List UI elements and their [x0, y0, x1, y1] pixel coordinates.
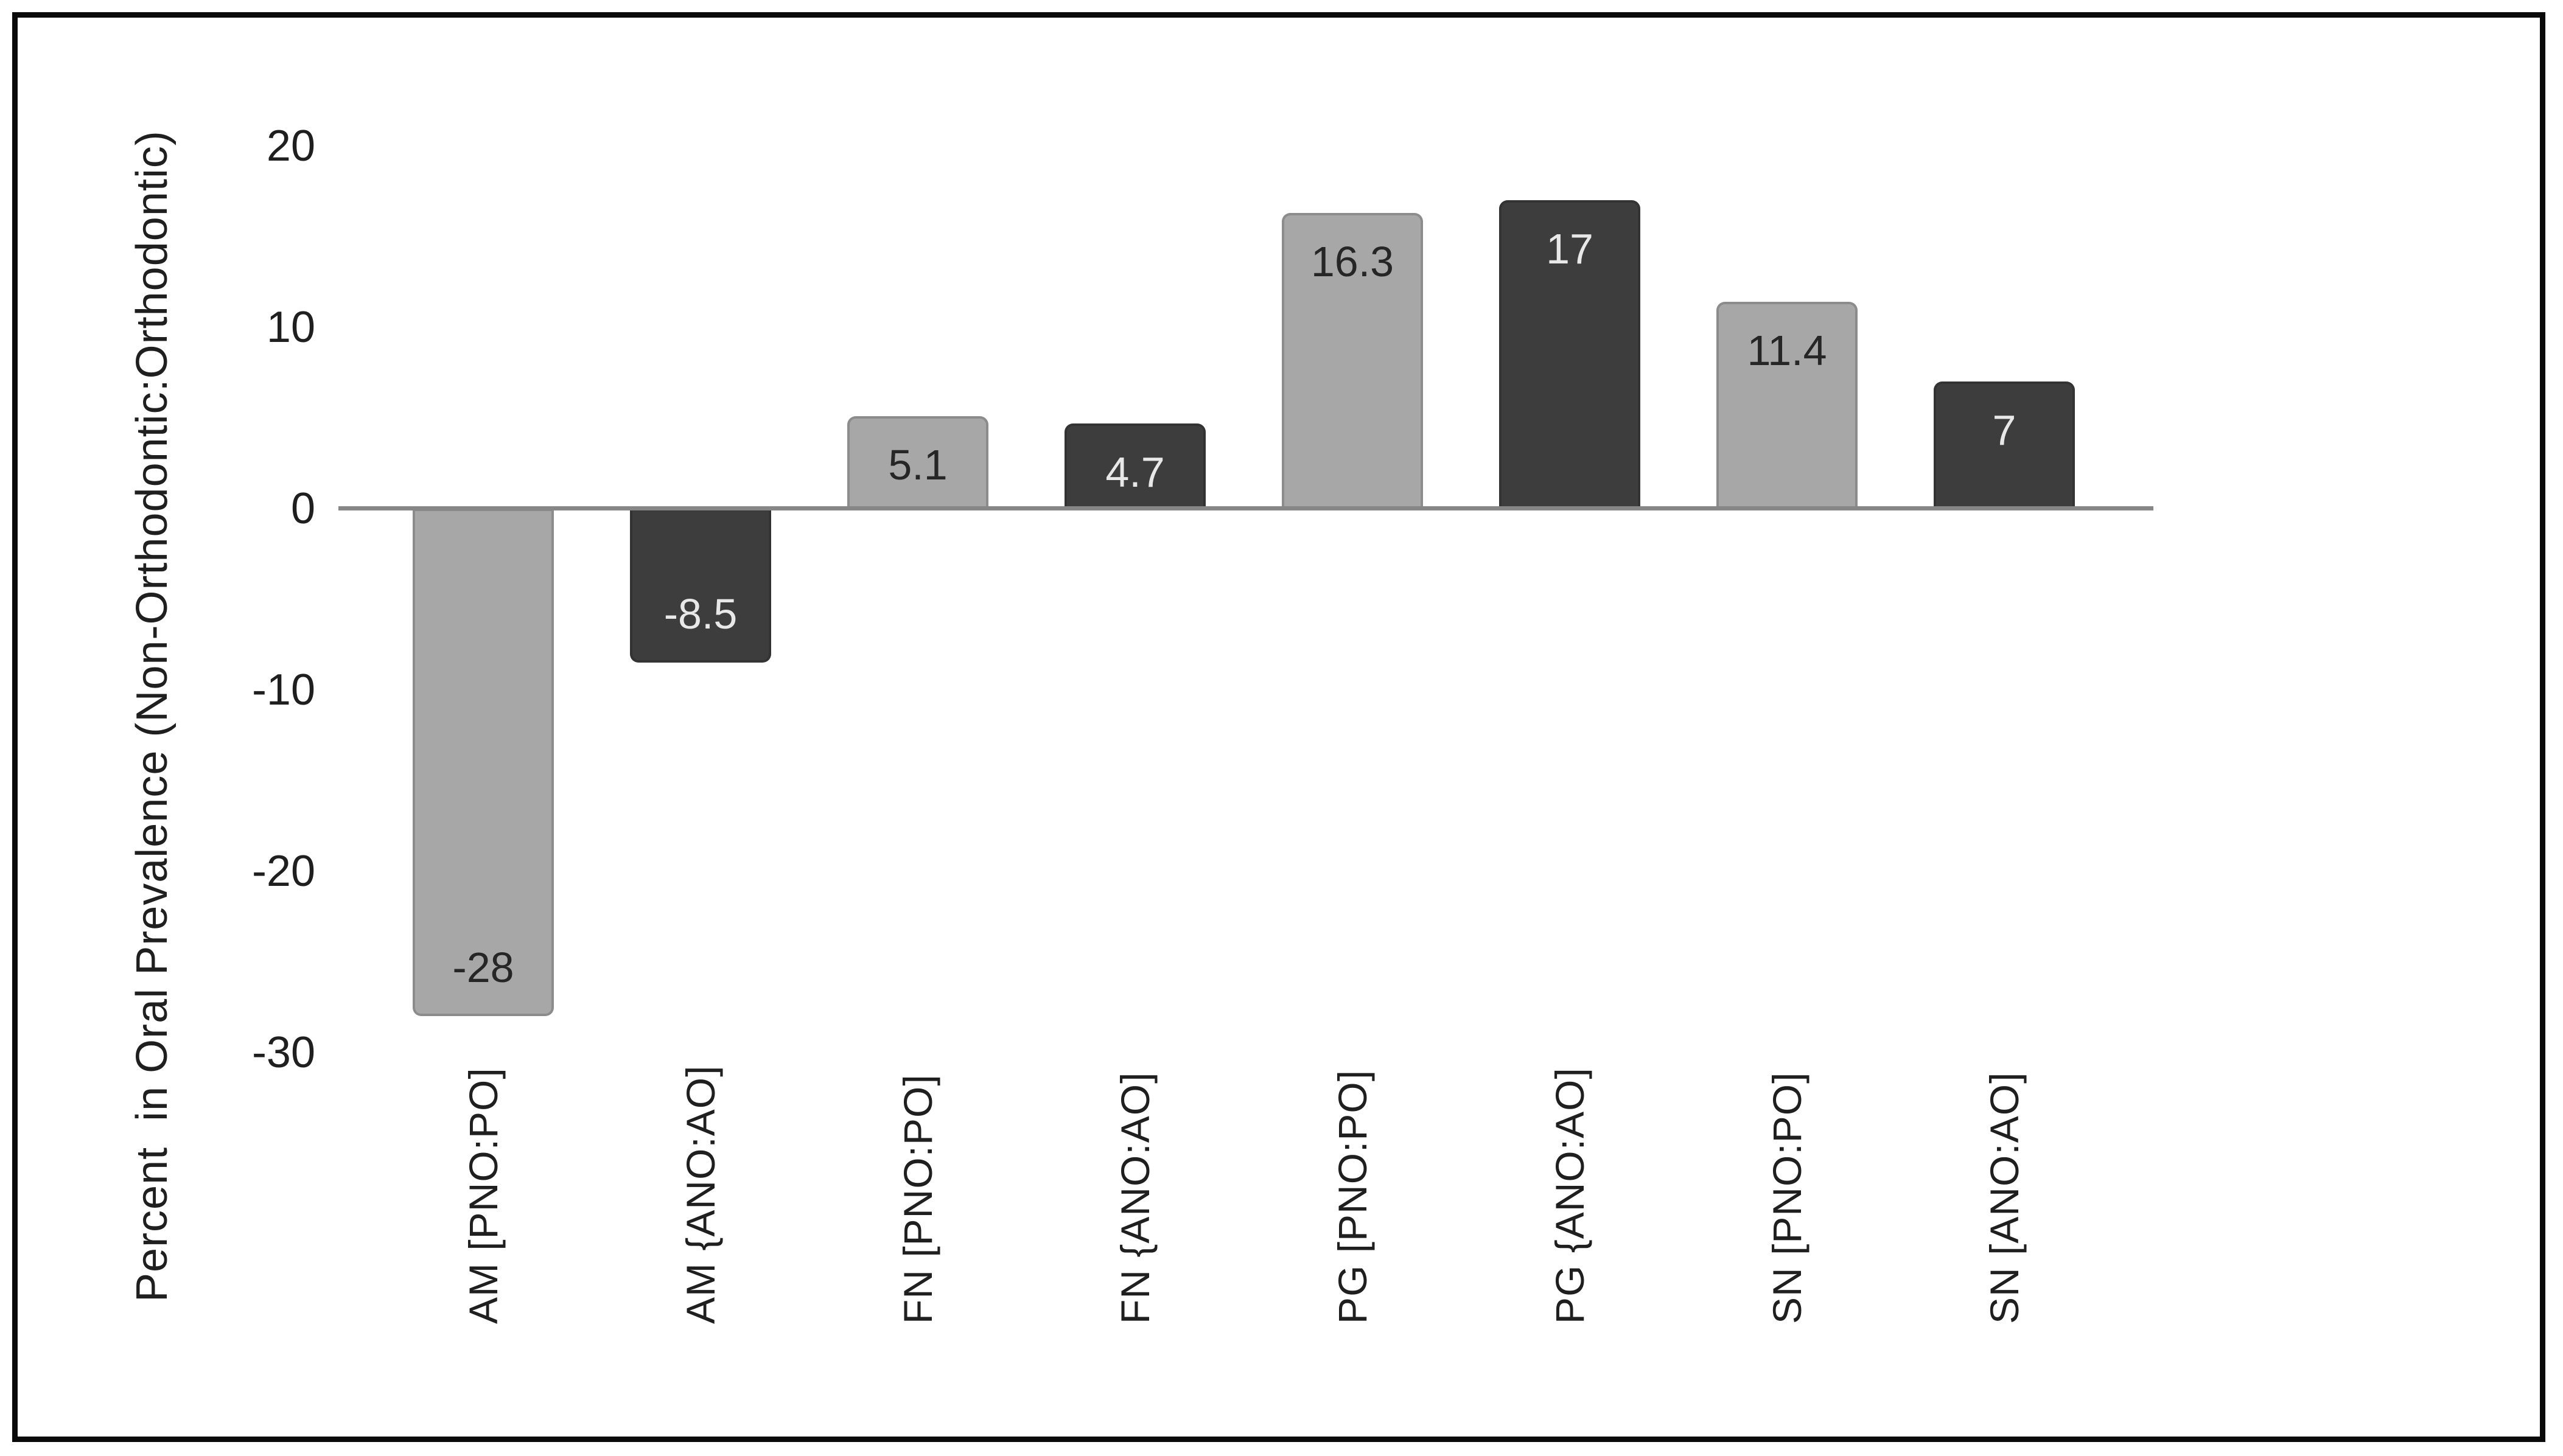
- bar-value-label: -28: [452, 944, 514, 991]
- y-tick-label: -10: [251, 666, 315, 714]
- bar: [1934, 381, 2075, 509]
- bar: [1716, 302, 1858, 509]
- x-tick-label: PG [PNO:PO]: [1330, 1069, 1375, 1324]
- bar: [630, 509, 771, 663]
- figure-border-frame: [12, 12, 2545, 1442]
- zero-axis-line: [338, 506, 2153, 510]
- x-tick-label: SN [PNO:PO]: [1764, 1071, 1809, 1324]
- x-tick-label: AM {ANO:AO]: [678, 1065, 723, 1324]
- bar-value-label: 16.3: [1310, 238, 1394, 285]
- bar-value-label: -8.5: [663, 590, 738, 638]
- y-tick-label: 20: [266, 122, 315, 170]
- bar-value-label: 11.4: [1747, 327, 1827, 374]
- bar-value-label: 17: [1546, 225, 1593, 273]
- x-tick-label: AM [PNO:PO]: [461, 1067, 506, 1324]
- y-tick-label: 0: [290, 484, 315, 533]
- bar-value-label: 4.7: [1105, 448, 1165, 496]
- x-tick-label: SN [ANO:AO]: [1982, 1071, 2027, 1324]
- y-tick-label: -20: [251, 847, 315, 896]
- bar: [1282, 213, 1423, 509]
- x-tick-label: FN {ANO:AO]: [1113, 1071, 1158, 1324]
- x-tick-label: FN [PNO:PO]: [895, 1074, 940, 1324]
- bar: [1499, 200, 1640, 509]
- bar-value-label: 5.1: [888, 441, 948, 489]
- y-tick-label: -30: [251, 1028, 315, 1077]
- bar-value-label: 7: [1992, 406, 2016, 454]
- x-tick-label: PG {ANO:AO]: [1547, 1067, 1592, 1324]
- bar: [413, 509, 554, 1016]
- y-tick-label: 10: [266, 303, 315, 352]
